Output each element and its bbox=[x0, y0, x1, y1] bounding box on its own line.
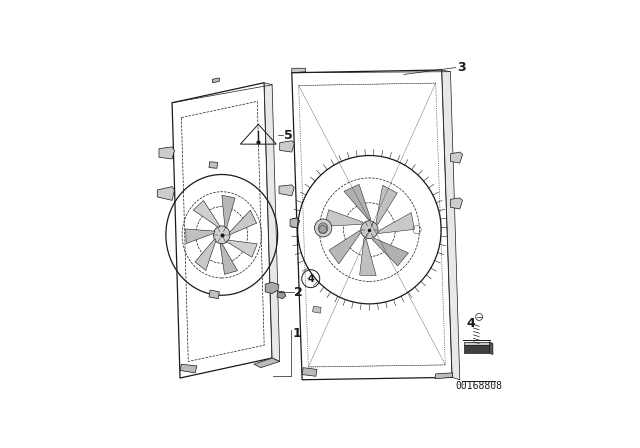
Text: 2: 2 bbox=[294, 286, 303, 299]
Polygon shape bbox=[157, 186, 175, 200]
Text: 4: 4 bbox=[466, 317, 475, 330]
Polygon shape bbox=[209, 162, 218, 168]
Polygon shape bbox=[254, 358, 280, 368]
Polygon shape bbox=[372, 238, 408, 266]
Polygon shape bbox=[209, 290, 220, 299]
Polygon shape bbox=[264, 83, 280, 362]
Polygon shape bbox=[265, 282, 279, 293]
Polygon shape bbox=[378, 213, 415, 233]
Polygon shape bbox=[490, 342, 493, 354]
Polygon shape bbox=[344, 184, 371, 220]
Polygon shape bbox=[312, 306, 321, 313]
Polygon shape bbox=[451, 152, 463, 163]
Text: 00168808: 00168808 bbox=[455, 381, 502, 391]
Text: 3: 3 bbox=[458, 61, 466, 74]
Polygon shape bbox=[442, 70, 460, 380]
Polygon shape bbox=[329, 230, 360, 264]
Polygon shape bbox=[227, 240, 257, 257]
Polygon shape bbox=[464, 342, 490, 345]
Polygon shape bbox=[376, 185, 397, 224]
Polygon shape bbox=[280, 141, 294, 152]
Polygon shape bbox=[195, 239, 216, 271]
Text: 1: 1 bbox=[293, 327, 301, 340]
Polygon shape bbox=[290, 218, 300, 228]
Polygon shape bbox=[229, 210, 257, 235]
Text: 4: 4 bbox=[307, 274, 314, 284]
Polygon shape bbox=[292, 68, 305, 73]
Polygon shape bbox=[360, 238, 376, 276]
Polygon shape bbox=[193, 201, 220, 227]
Ellipse shape bbox=[214, 226, 230, 244]
Polygon shape bbox=[324, 210, 363, 226]
Polygon shape bbox=[451, 198, 463, 209]
Polygon shape bbox=[186, 229, 215, 244]
Polygon shape bbox=[212, 78, 220, 83]
Polygon shape bbox=[277, 291, 286, 299]
Polygon shape bbox=[222, 195, 235, 228]
Polygon shape bbox=[435, 373, 453, 379]
Text: 5: 5 bbox=[284, 129, 293, 142]
Polygon shape bbox=[464, 345, 490, 353]
Polygon shape bbox=[180, 364, 197, 373]
Ellipse shape bbox=[318, 223, 328, 233]
Polygon shape bbox=[159, 147, 175, 159]
Ellipse shape bbox=[361, 221, 378, 239]
Polygon shape bbox=[302, 368, 317, 376]
Ellipse shape bbox=[314, 219, 332, 237]
Polygon shape bbox=[279, 185, 294, 196]
Polygon shape bbox=[220, 243, 237, 275]
